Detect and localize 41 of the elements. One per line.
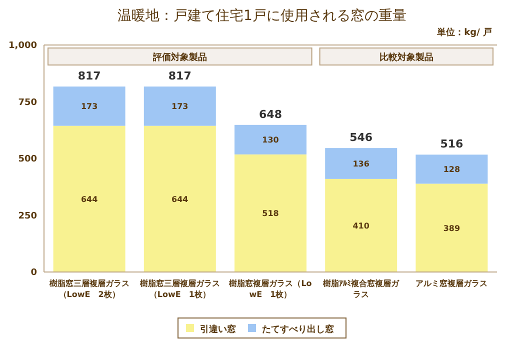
bar bbox=[144, 86, 216, 126]
band-label: 評価対象製品 bbox=[152, 52, 207, 63]
bar bbox=[325, 178, 398, 272]
bar bbox=[325, 148, 398, 179]
data-label: 410 bbox=[352, 221, 370, 230]
bar bbox=[144, 126, 216, 272]
bar bbox=[53, 86, 126, 126]
x-tick-label: 樹脂窓三層複層ガラス（LowE 1枚） bbox=[138, 278, 220, 299]
legend-label: たてすべり出し窓 bbox=[262, 324, 334, 335]
bar bbox=[234, 154, 306, 272]
data-label: 173 bbox=[80, 102, 98, 112]
total-label: 817 bbox=[168, 70, 192, 83]
bar bbox=[416, 184, 488, 272]
legend-label: 引違い窓 bbox=[200, 324, 236, 335]
total-label: 648 bbox=[259, 108, 282, 121]
data-label: 136 bbox=[352, 159, 370, 168]
data-label: 644 bbox=[80, 194, 98, 204]
bar bbox=[53, 126, 126, 272]
y-tick-label: 250 bbox=[18, 211, 37, 222]
data-label: 644 bbox=[172, 194, 189, 204]
data-label: 130 bbox=[262, 136, 280, 145]
y-tick-label: 500 bbox=[18, 154, 37, 164]
data-label: 173 bbox=[172, 102, 188, 112]
y-tick-label: 1,000 bbox=[8, 41, 37, 51]
bar bbox=[416, 154, 488, 184]
data-label: 389 bbox=[443, 224, 460, 233]
x-tick-label: 樹脂窓三層複層ガラス（LowE 2枚） bbox=[48, 278, 130, 299]
x-tick-label: アルミ窓複層ガラス bbox=[416, 278, 488, 288]
band-label: 比較対象製品 bbox=[379, 52, 434, 63]
total-label: 516 bbox=[440, 138, 464, 151]
text: 単位：kg/ 戸 bbox=[436, 27, 492, 38]
y-tick-label: 0 bbox=[30, 268, 37, 278]
x-tick-label: 樹脂窓複層ガラス（LowE 1枚） bbox=[228, 278, 312, 299]
total-label: 817 bbox=[78, 70, 101, 83]
y-tick-label: 750 bbox=[18, 98, 37, 108]
data-label: 128 bbox=[443, 165, 460, 174]
chart-title: 温暖地：戸建て住宅1戸に使用される窓の重量 bbox=[118, 8, 406, 24]
bar bbox=[234, 124, 306, 154]
x-tick-label: 樹脂ｱﾙﾐ複合窓複層ガラス bbox=[322, 278, 400, 299]
total-label: 546 bbox=[350, 131, 373, 144]
data-label: 518 bbox=[262, 209, 280, 218]
